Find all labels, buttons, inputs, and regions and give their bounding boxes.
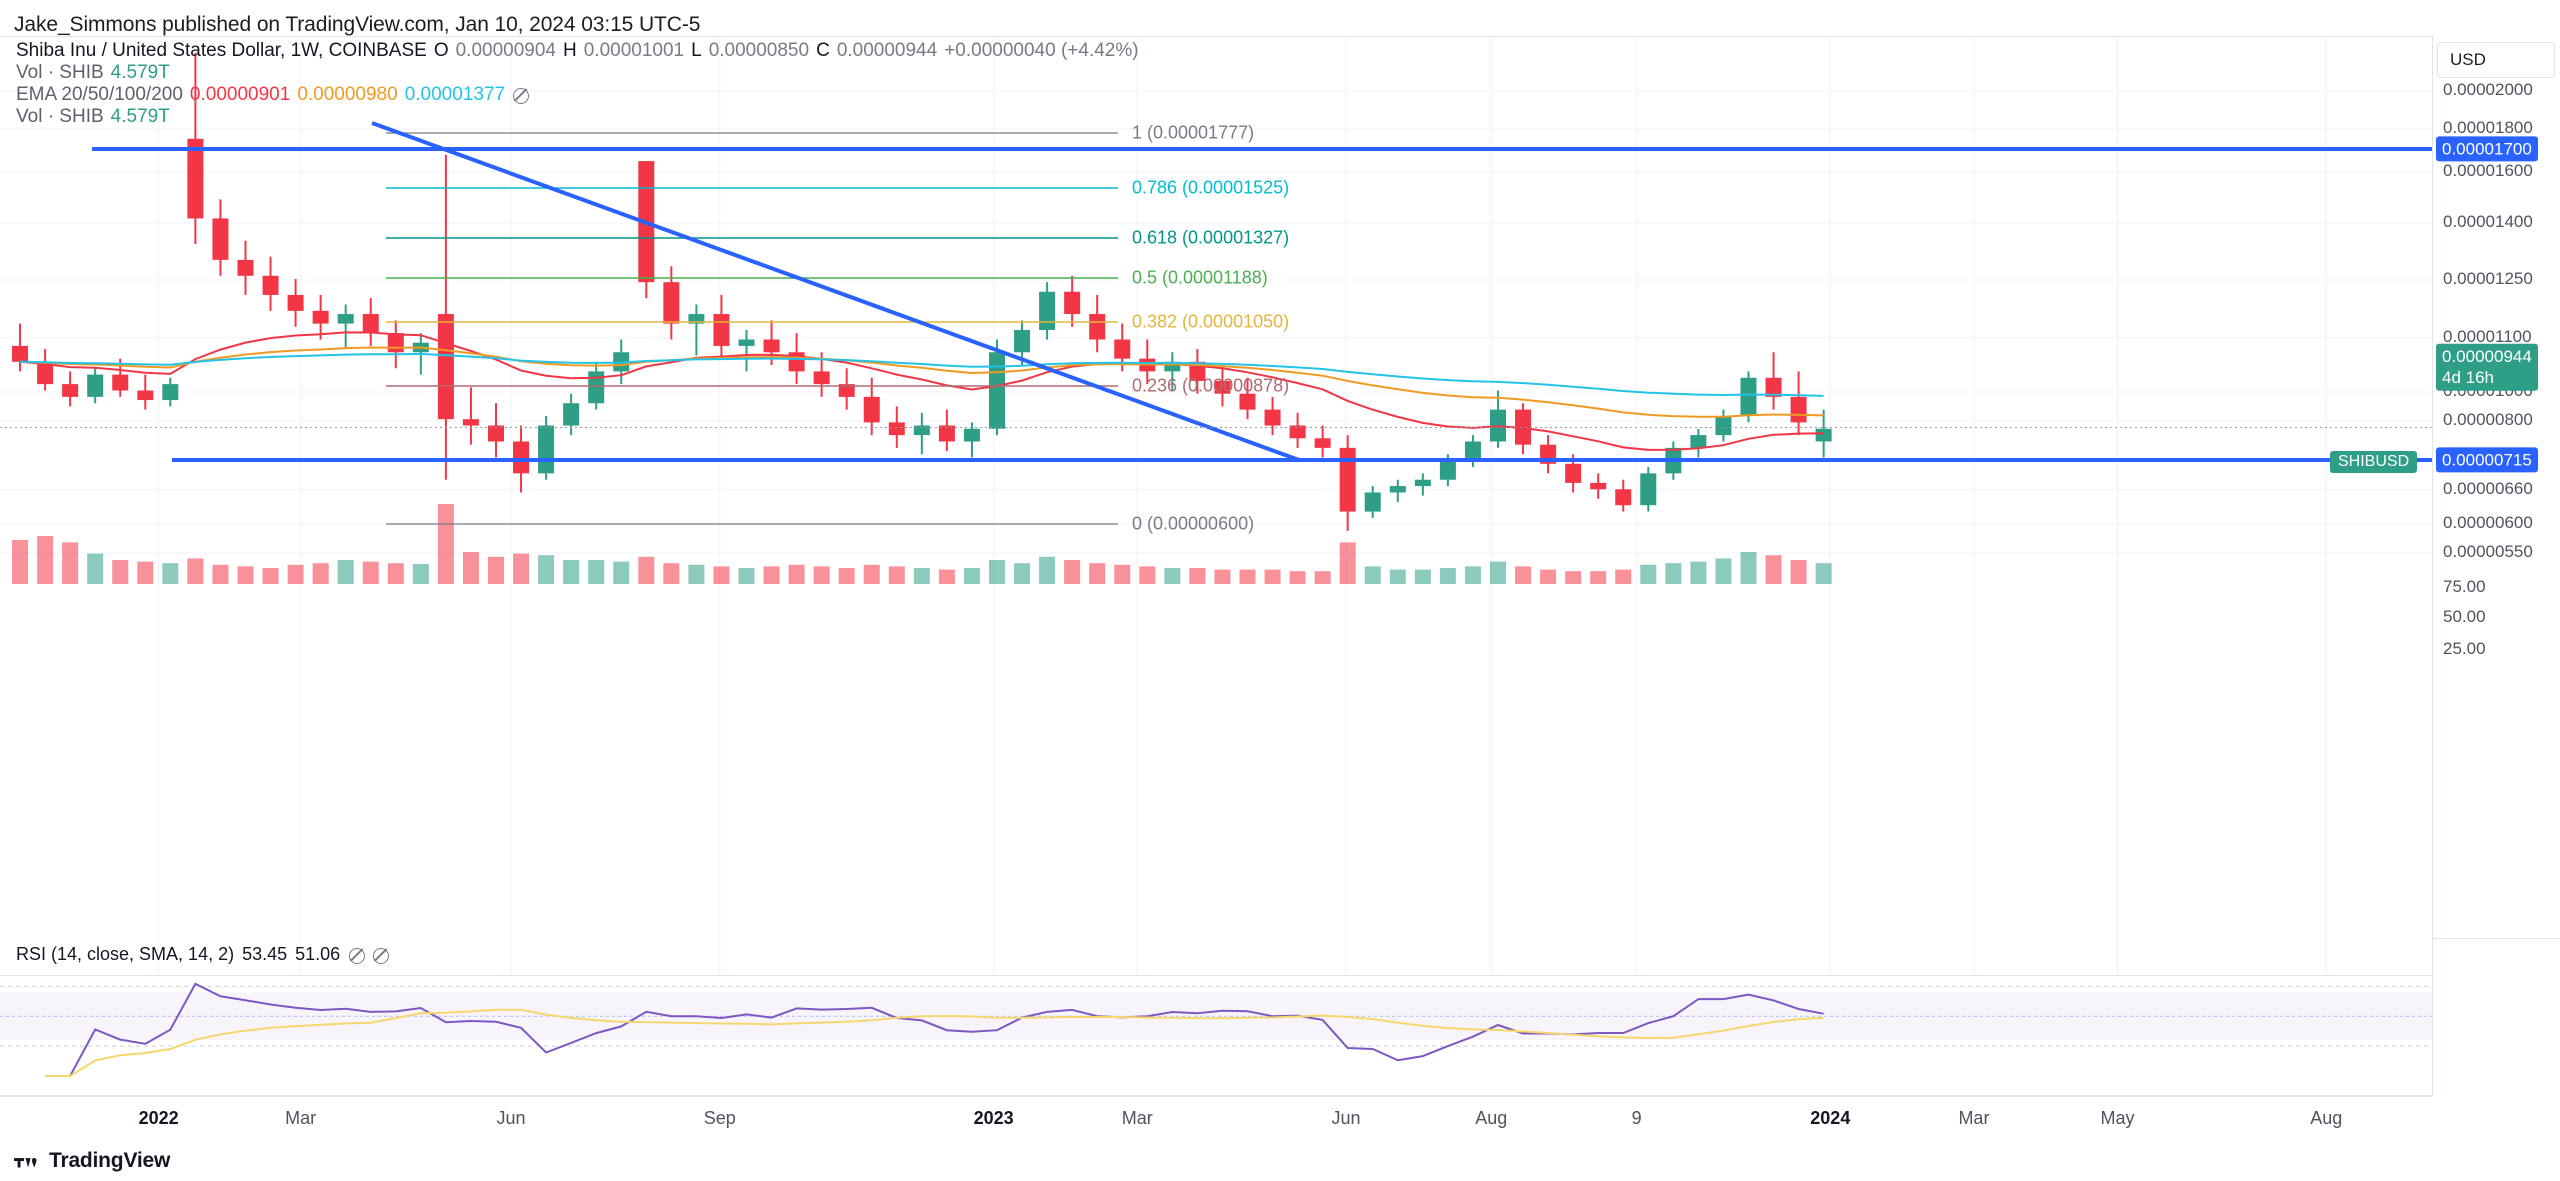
time-axis-tick: 2022	[138, 1108, 179, 1128]
time-axis-tick: Aug	[2310, 1108, 2343, 1128]
legend-row-volume[interactable]: Vol · SHIB 4.579T	[16, 62, 1139, 84]
legend-low-key: L	[691, 40, 702, 61]
price-axis-tick: 0.00000800	[2443, 410, 2533, 429]
legend-change: +0.00000040 (+4.42%)	[944, 40, 1139, 61]
chart-frame[interactable]: 1 (0.00001777) 0.786 (0.00001525) 0.618 (0…	[0, 36, 2432, 1096]
time-axis-tick: Sep	[703, 1108, 736, 1128]
time-axis-tick: 2024	[1810, 1108, 1851, 1128]
price-axis-tick: 0.00001800	[2443, 118, 2533, 137]
legend-high-value: 0.00001001	[583, 40, 685, 61]
legend-ema-label: EMA 20/50/100/200	[16, 84, 183, 105]
fib-level-label[interactable]: 0.786 (0.00001525)	[1132, 177, 1290, 198]
hide-rsi-icon[interactable]	[348, 947, 366, 964]
time-axis-tick: Aug	[1475, 1108, 1508, 1128]
rsi-axis-tick: 25.00	[2443, 639, 2486, 658]
price-axis-badge[interactable]: 0.00001700	[2436, 136, 2538, 162]
price-axis-tick: 0.00000600	[2443, 513, 2533, 532]
price-pane[interactable]	[0, 37, 2432, 975]
price-axis-tick: 0.00002000	[2443, 80, 2533, 99]
legend-ema20-value: 0.00000901	[189, 84, 291, 105]
legend-high-key: H	[562, 40, 577, 61]
legend-volume-value: 4.579T	[110, 62, 170, 83]
price-scale[interactable]: USD 0.00002000 0.00001800 0.00001600 0.0000…	[2432, 36, 2560, 1096]
legend-row-ema[interactable]: EMA 20/50/100/200 0.00000901 0.00000980 …	[16, 84, 1139, 106]
price-axis-tick: 0.00000550	[2443, 542, 2533, 561]
footer: TradingView	[0, 1140, 2560, 1181]
legend-row-volume-2[interactable]: Vol · SHIB 4.579T	[16, 106, 1139, 128]
rsi-legend-label: RSI (14, close, SMA, 14, 2)	[16, 944, 235, 964]
legend-volume-value-2: 4.579T	[110, 106, 170, 127]
fib-level-label[interactable]: 1 (0.00001777)	[1132, 122, 1255, 143]
legend-ema100-value: 0.00001377	[404, 84, 506, 105]
fib-level-label[interactable]: 0 (0.00000600)	[1132, 513, 1255, 534]
rsi-legend[interactable]: RSI (14, close, SMA, 14, 2) 53.45 51.06	[16, 944, 390, 965]
rsi-axis-tick: 50.00	[2443, 607, 2486, 626]
price-axis-tick: 0.00000660	[2443, 479, 2533, 498]
legend-volume-label-2: Vol · SHIB	[16, 106, 104, 127]
rsi-pane[interactable]	[0, 975, 2432, 1095]
rsi-signal-value: 51.06	[295, 944, 341, 964]
chart-legend: Shiba Inu / United States Dollar, 1W, CO…	[16, 40, 1139, 128]
price-axis-tick: 0.00001250	[2443, 269, 2533, 288]
time-axis-tick: Jun	[496, 1108, 526, 1128]
legend-close-value: 0.00000944	[836, 40, 938, 61]
price-plot	[0, 37, 2432, 975]
price-axis-tick: 0.00001600	[2443, 161, 2533, 180]
fib-level-label[interactable]: 0.5 (0.00001188)	[1132, 267, 1268, 288]
hide-indicator-icon[interactable]	[512, 87, 530, 104]
legend-symbol-text: Shiba Inu / United States Dollar, 1W, CO…	[16, 40, 427, 61]
fib-level-label[interactable]: 0.236 (0.00000878)	[1132, 375, 1290, 396]
currency-selector[interactable]: USD	[2437, 42, 2555, 78]
time-axis-tick: Jun	[1331, 1108, 1361, 1128]
time-axis-tick: May	[2100, 1108, 2135, 1128]
price-axis-tick: 0.00001100	[2443, 327, 2532, 346]
time-axis-tick: 9	[1631, 1108, 1642, 1128]
legend-open-key: O	[433, 40, 449, 61]
legend-open-value: 0.00000904	[455, 40, 556, 61]
tradingview-logo-icon	[14, 1157, 37, 1168]
price-axis-badge[interactable]: 0.00000715	[2436, 447, 2538, 473]
legend-close-key: C	[816, 40, 830, 61]
series-price-badge[interactable]: SHIBUSD	[2330, 451, 2418, 474]
time-axis-tick: Mar	[1121, 1108, 1153, 1128]
time-axis[interactable]: 2022 Mar Jun Sep 2023 Mar Jun Aug 9 2024 Mar May Aug	[0, 1096, 2432, 1140]
legend-row-symbol[interactable]: Shiba Inu / United States Dollar, 1W, CO…	[16, 40, 1139, 62]
rsi-value: 53.45	[242, 944, 288, 964]
time-axis-tick: 2023	[973, 1108, 1014, 1128]
publisher-byline: Jake_Simmons published on TradingView.co…	[14, 13, 701, 36]
legend-ema50-value: 0.00000980	[297, 84, 398, 105]
scale-separator	[2433, 938, 2560, 939]
remove-rsi-icon[interactable]	[372, 947, 390, 964]
fib-level-label[interactable]: 0.618 (0.00001327)	[1132, 227, 1290, 248]
time-axis-tick: Mar	[285, 1108, 317, 1128]
time-axis-tick: Mar	[1958, 1108, 1990, 1128]
legend-low-value: 0.00000850	[708, 40, 810, 61]
fib-level-label[interactable]: 0.382 (0.00001050)	[1132, 311, 1290, 332]
legend-volume-label: Vol · SHIB	[16, 62, 104, 83]
price-axis-tick: 0.00001400	[2443, 212, 2533, 231]
rsi-plot	[0, 982, 2432, 1077]
footer-brand: TradingView	[49, 1149, 171, 1172]
rsi-axis-tick: 75.00	[2443, 577, 2486, 596]
price-axis-badge[interactable]: 0.00000944 4d 16h	[2436, 343, 2538, 391]
